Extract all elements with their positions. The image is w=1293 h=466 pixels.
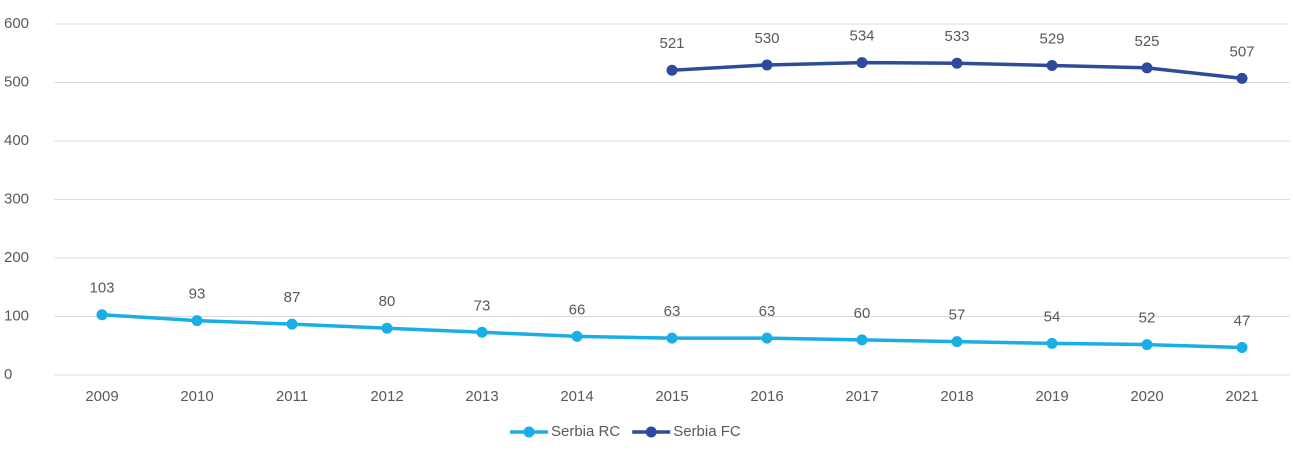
x-tick-label: 2009 (85, 388, 118, 405)
data-label: 60 (854, 305, 871, 322)
x-tick-label: 2010 (180, 388, 213, 405)
data-point (381, 322, 393, 334)
data-point (1141, 62, 1153, 74)
x-tick-label: 2018 (940, 388, 973, 405)
data-point (666, 332, 678, 344)
data-label: 73 (474, 297, 491, 314)
data-label: 47 (1234, 312, 1251, 329)
data-label: 521 (659, 35, 684, 52)
data-label: 507 (1229, 43, 1254, 60)
x-tick-label: 2017 (845, 388, 878, 405)
data-label: 57 (949, 307, 966, 324)
data-label: 530 (754, 30, 779, 47)
x-tick-label: 2016 (750, 388, 783, 405)
data-point (856, 57, 868, 69)
data-label: 533 (944, 28, 969, 45)
data-point (856, 334, 868, 346)
data-point (571, 330, 583, 342)
legend-marker (645, 426, 657, 438)
legend-marker (523, 426, 535, 438)
data-label: 93 (189, 286, 206, 303)
data-label: 80 (379, 293, 396, 310)
data-point (191, 315, 203, 327)
y-tick-label: 200 (4, 249, 29, 266)
data-point (951, 57, 963, 69)
legend-label: Serbia RC (551, 423, 620, 440)
x-tick-label: 2011 (276, 388, 308, 405)
x-tick-label: 2019 (1035, 388, 1068, 405)
x-tick-label: 2020 (1130, 388, 1163, 405)
data-point (951, 336, 963, 348)
y-tick-label: 400 (4, 132, 29, 149)
data-label: 87 (284, 289, 301, 306)
data-label: 54 (1044, 308, 1061, 325)
data-point (476, 326, 488, 338)
x-tick-label: 2012 (370, 388, 403, 405)
data-point (666, 64, 678, 76)
x-tick-label: 2013 (465, 388, 498, 405)
data-point (761, 332, 773, 344)
y-tick-label: 0 (4, 366, 12, 383)
data-point (1236, 342, 1248, 354)
data-label: 534 (849, 28, 874, 45)
data-point (1236, 72, 1248, 84)
legend-label: Serbia FC (673, 423, 741, 440)
data-label: 103 (89, 280, 114, 297)
data-label: 66 (569, 301, 586, 318)
data-label: 529 (1039, 31, 1064, 48)
data-point (96, 309, 108, 321)
data-point (1046, 60, 1058, 72)
data-label: 63 (664, 303, 681, 320)
y-tick-label: 500 (4, 73, 29, 90)
data-point (1141, 339, 1153, 351)
data-point (1046, 337, 1058, 349)
data-label: 63 (759, 303, 776, 320)
data-point (286, 318, 298, 330)
data-point (761, 59, 773, 71)
x-tick-label: 2021 (1225, 388, 1258, 405)
data-label: 525 (1134, 33, 1159, 50)
y-tick-label: 300 (4, 190, 29, 207)
x-tick-label: 2014 (560, 388, 593, 405)
x-tick-label: 2015 (655, 388, 688, 405)
y-tick-label: 100 (4, 307, 29, 324)
data-label: 52 (1139, 310, 1156, 327)
y-tick-label: 600 (4, 15, 29, 32)
